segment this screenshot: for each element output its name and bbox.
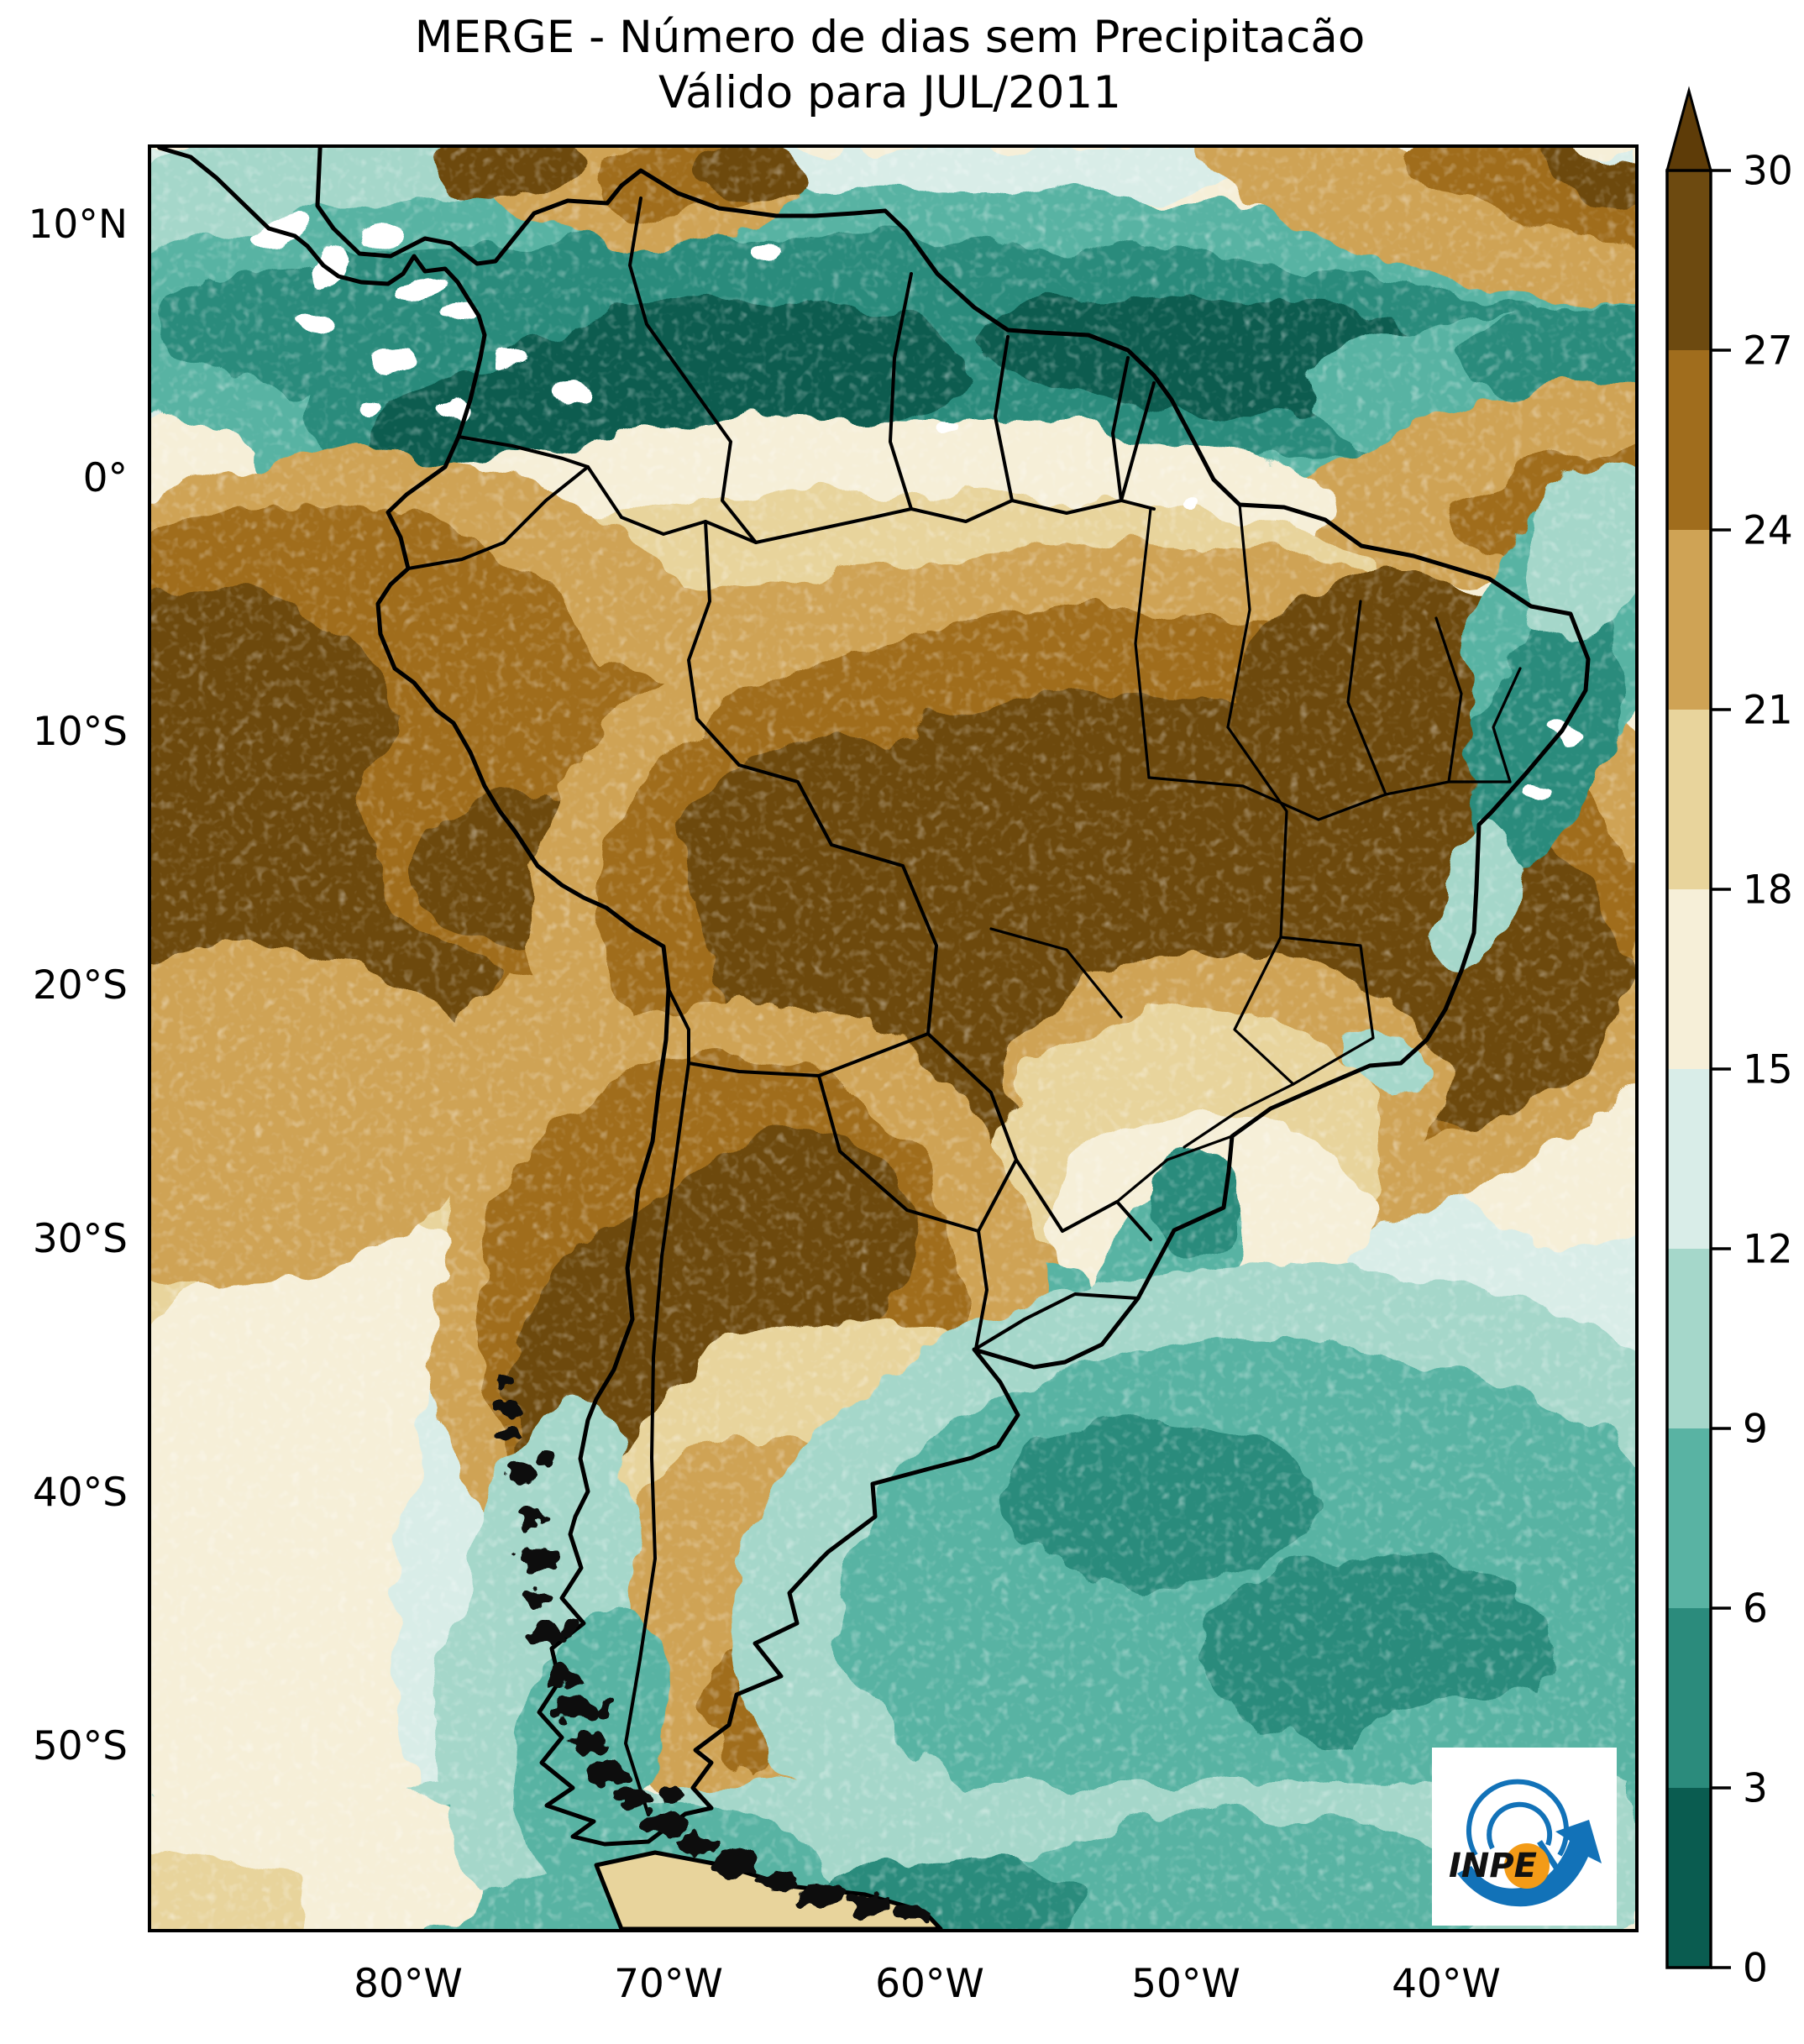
colorbar-tick-27: 27 (1743, 328, 1793, 374)
grain-texture (151, 148, 1635, 1929)
inpe-logo-text: INPE (1449, 1847, 1537, 1885)
colorbar: 30 27 24 21 18 15 12 9 6 3 0 (1665, 86, 1793, 1991)
country-borders (406, 197, 1156, 1816)
colorbar-extend-arrow (1665, 86, 1712, 172)
colorbar-tick-6: 6 (1743, 1585, 1768, 1632)
colorbar-tick-3: 3 (1743, 1765, 1768, 1811)
lon-label-80w: 80°W (354, 1961, 463, 2007)
colorbar-tick-15: 15 (1743, 1046, 1793, 1093)
lat-label-30s: 30°S (32, 1216, 128, 1262)
lon-label-60w: 60°W (875, 1961, 984, 2007)
colorbar-tick-30: 30 (1743, 148, 1793, 194)
lon-label-50w: 50°W (1131, 1961, 1240, 2007)
colorbar-tick-0: 0 (1743, 1945, 1768, 1991)
colorbar-segments (1667, 170, 1711, 1968)
inpe-swirl-icon (1457, 1779, 1602, 1907)
lat-label-0: 0° (82, 455, 128, 501)
lon-label-70w: 70°W (614, 1961, 723, 2007)
colorbar-tick-9: 9 (1743, 1406, 1768, 1452)
lat-label-10n: 10°N (28, 202, 128, 248)
colorbar-tick-24: 24 (1743, 507, 1793, 553)
plot-title-line1: MERGE - Número de dias sem Precipitacão (414, 12, 1366, 63)
inpe-orange-dot (1504, 1843, 1550, 1889)
lat-label-10s: 10°S (32, 709, 128, 755)
lon-label-40w: 40°W (1392, 1961, 1501, 2007)
plot-title: MERGE - Número de dias sem Precipitacão … (148, 10, 1632, 121)
south-america-map: INPE (151, 148, 1635, 1929)
lat-label-20s: 20°S (32, 962, 128, 1009)
colorbar-ticks (1711, 169, 1731, 1969)
plot-title-line2: Válido para JUL/2011 (658, 67, 1121, 118)
colorbar-tick-21: 21 (1743, 687, 1793, 733)
inpe-logo: INPE (1432, 1748, 1617, 1926)
patagonia-glacier-speckles (494, 1376, 930, 1924)
lat-label-50s: 50°S (32, 1723, 128, 1769)
lat-label-40s: 40°S (32, 1470, 128, 1516)
colorbar-tick-12: 12 (1743, 1226, 1793, 1272)
map-frame: INPE (148, 144, 1639, 1932)
state-borders (989, 503, 1522, 1203)
colorbar-tick-18: 18 (1743, 867, 1793, 913)
colorbar-tick-labels: 30 27 24 21 18 15 12 9 6 3 0 (1743, 148, 1793, 1991)
